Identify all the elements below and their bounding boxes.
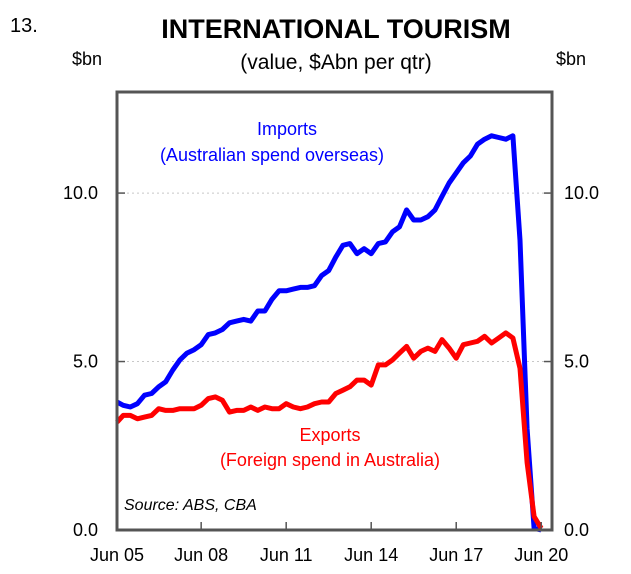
plot-frame — [115, 90, 554, 532]
axis-ticks: 0.0 0.0 5.0 5.0 10.0 10.0 Jun 05 Jun 08 Jun 11 Ju… — [63, 183, 599, 565]
x-tick-label-3: Jun 14 — [344, 545, 398, 565]
source-note: Source: ABS, CBA — [124, 497, 257, 514]
y-tick-label-right-1: 5.0 — [564, 352, 589, 372]
exports-label: Exports — [299, 425, 360, 445]
series-line-imports — [115, 133, 542, 533]
y-tick-label-left-0: 0.0 — [73, 520, 98, 540]
imports-sublabel: (Australian spend overseas) — [160, 145, 384, 165]
x-tick-label-5: Jun 20 — [514, 545, 568, 565]
x-tick-label-2: Jun 11 — [260, 545, 313, 565]
y-tick-label-right-2: 10.0 — [564, 183, 599, 203]
chart-subtitle: (value, $Abn per qtr) — [240, 51, 431, 74]
y-tick-label-left-2: 10.0 — [63, 183, 98, 203]
y-unit-left: $bn — [72, 49, 102, 69]
y-tick-label-right-0: 0.0 — [564, 520, 589, 540]
y-unit-right: $bn — [556, 49, 586, 69]
imports-label: Imports — [257, 119, 317, 139]
x-tick-label-1: Jun 08 — [174, 545, 228, 565]
series-line-exports — [115, 330, 544, 530]
figure-number: 13. — [10, 15, 38, 37]
series-lines — [115, 133, 544, 533]
x-tick-label-0: Jun 05 — [90, 545, 144, 565]
y-tick-label-left-1: 5.0 — [73, 352, 98, 372]
exports-sublabel: (Foreign spend in Australia) — [220, 450, 440, 470]
chart-title: INTERNATIONAL TOURISM — [161, 14, 511, 44]
x-tick-label-4: Jun 17 — [429, 545, 483, 565]
